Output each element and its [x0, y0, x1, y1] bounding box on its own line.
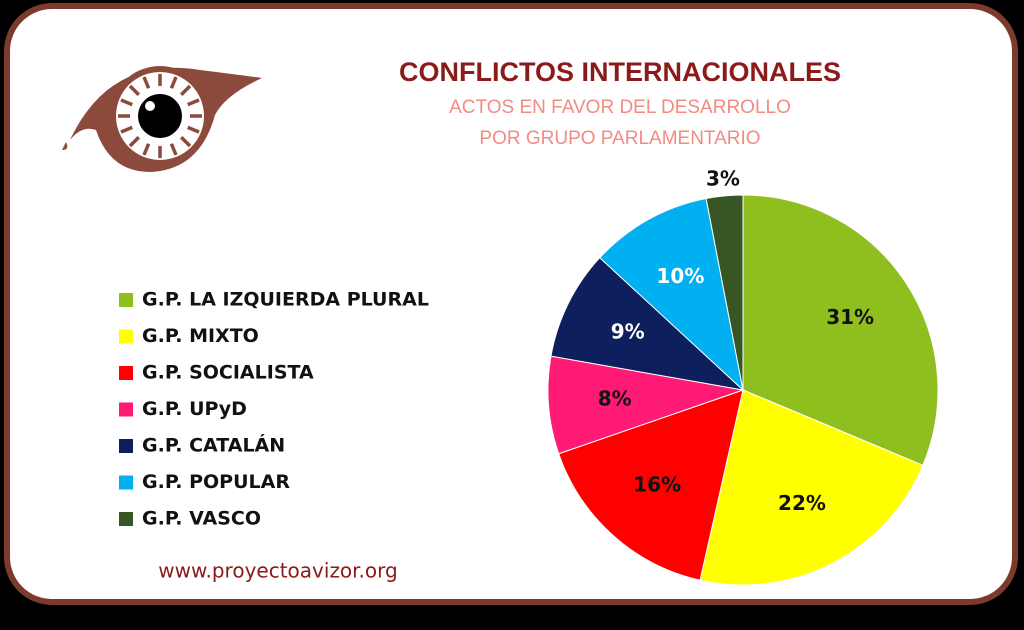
legend-text: G.P. LA IZQUIERDA PLURAL [142, 289, 429, 311]
eye-logo [62, 66, 262, 172]
legend-swatch [119, 293, 133, 307]
value-label: 16% [633, 472, 681, 496]
legend-text: G.P. MIXTO [142, 325, 259, 347]
value-label: 9% [611, 319, 645, 343]
legend-text: G.P. UPyD [142, 398, 247, 420]
chart-subtitle: ACTOS EN FAVOR DEL DESARROLLO [449, 97, 791, 118]
legend-text: G.P. CATALÁN [142, 434, 285, 457]
legend-swatch [119, 439, 133, 453]
chart-subtitle: POR GRUPO PARLAMENTARIO [479, 128, 760, 149]
legend-swatch [119, 329, 133, 344]
legend-text: G.P. SOCIALISTA [142, 362, 314, 384]
pie-slice [699, 389, 924, 586]
legend-text: G.P. POPULAR [142, 471, 290, 493]
legend-swatch [119, 512, 133, 526]
pie-slice [705, 194, 744, 391]
pie-slice [550, 256, 745, 391]
value-label: 8% [598, 387, 632, 411]
legend-swatch [119, 475, 133, 490]
value-label: 31% [826, 305, 874, 329]
legend-swatch [119, 402, 133, 417]
legend-swatch [119, 366, 133, 380]
value-label: 22% [778, 491, 826, 515]
value-label: 3% [706, 166, 740, 190]
source: www.proyectoavizor.org [158, 559, 397, 583]
pie-slice [558, 389, 744, 581]
legend-text: G.P. VASCO [142, 508, 261, 530]
pie-slice [547, 355, 745, 455]
pie-slice [599, 197, 744, 392]
chart-title: CONFLICTOS INTERNACIONALES [399, 57, 841, 87]
value-label: 10% [656, 264, 704, 288]
pie-slice [742, 194, 939, 466]
